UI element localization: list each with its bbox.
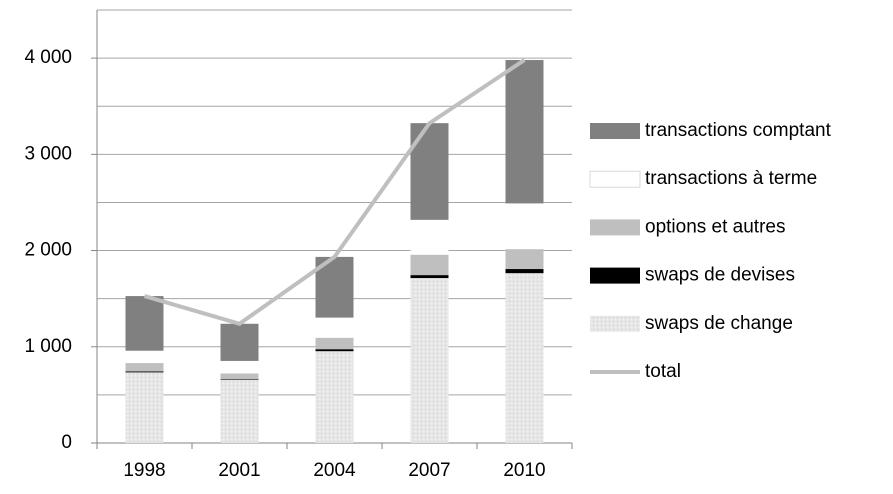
- bar-segment: [125, 372, 164, 443]
- legend-label: swaps de devises: [645, 265, 795, 286]
- bar-segment: [410, 254, 449, 276]
- bar-segment: [220, 379, 259, 380]
- legend-label: options et autres: [645, 216, 785, 237]
- bar-segment: [315, 349, 354, 352]
- bar-segment: [125, 296, 164, 351]
- bar-segment: [220, 323, 259, 361]
- bar-segment: [125, 371, 164, 373]
- bar-segment: [410, 219, 449, 255]
- legend-swatch: [590, 219, 640, 236]
- y-tick-label: 3 000: [24, 143, 72, 164]
- bar-segment: [315, 351, 354, 443]
- x-tick-label: 2004: [313, 460, 356, 481]
- bar-segment: [315, 337, 354, 350]
- bar-segment: [220, 360, 259, 374]
- legend-label: transactions à terme: [645, 168, 817, 189]
- x-tick-label: 1998: [123, 460, 165, 481]
- y-tick-label: 4 000: [24, 47, 72, 68]
- x-tick-label: 2007: [408, 460, 450, 481]
- legend-label: transactions comptant: [645, 120, 832, 141]
- bar-segment: [410, 123, 449, 220]
- bar-segment: [315, 317, 354, 338]
- x-tick-label: 2001: [218, 460, 260, 481]
- legend-label: total: [645, 361, 681, 382]
- y-tick-label: 1 000: [24, 336, 72, 357]
- legend-label: swaps de change: [645, 313, 793, 334]
- bar-segment: [505, 203, 544, 250]
- bar-segment: [505, 60, 544, 204]
- total-line: [143, 58, 526, 326]
- bar-segment: [220, 373, 259, 380]
- legend-swatch: [589, 170, 641, 188]
- legend-swatch: [590, 315, 640, 332]
- y-tick-label: 2 000: [24, 240, 72, 261]
- bar-segment: [220, 379, 259, 443]
- legend-swatch: [590, 267, 640, 284]
- bar-segment: [505, 249, 544, 270]
- bar-segment: [505, 269, 544, 274]
- legend-swatch: [590, 123, 640, 139]
- bar-segment: [125, 350, 164, 364]
- y-tick-label: 0: [61, 432, 72, 453]
- bar-segment: [410, 275, 449, 279]
- x-tick-label: 2010: [503, 460, 545, 481]
- bar-segment: [505, 273, 544, 443]
- bar-segment: [410, 278, 449, 443]
- bar-segment: [125, 363, 164, 372]
